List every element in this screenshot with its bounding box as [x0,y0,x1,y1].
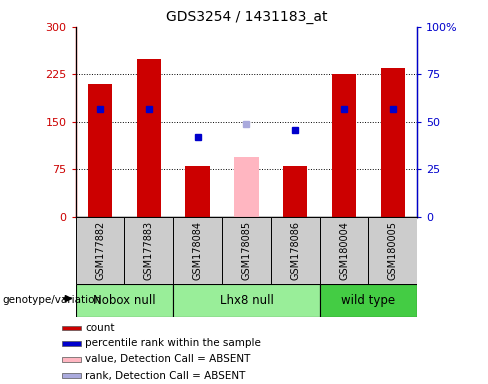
Bar [137,59,161,217]
Text: GSM180005: GSM180005 [388,221,398,280]
Bar [61,326,81,330]
Text: GSM180004: GSM180004 [339,221,349,280]
Bar [368,217,417,284]
Bar [76,284,173,317]
Bar [173,217,222,284]
Bar [124,217,173,284]
Title: GDS3254 / 1431183_at: GDS3254 / 1431183_at [166,10,327,25]
Text: GSM178086: GSM178086 [290,221,300,280]
Text: count: count [85,323,115,333]
Text: GSM178085: GSM178085 [242,221,251,280]
Text: GSM177882: GSM177882 [95,221,105,280]
Bar [381,68,405,217]
Bar [173,284,320,317]
Text: GSM178084: GSM178084 [193,221,203,280]
Text: GSM177883: GSM177883 [144,221,154,280]
Bar [88,84,112,217]
Bar [185,166,210,217]
Bar [234,157,259,217]
Text: Lhx8 null: Lhx8 null [220,294,273,307]
Bar [320,284,417,317]
Bar [61,341,81,346]
Bar [332,74,356,217]
Bar [271,217,320,284]
Bar [283,166,307,217]
Bar [61,357,81,362]
Bar [61,373,81,378]
Text: wild type: wild type [342,294,395,307]
Text: percentile rank within the sample: percentile rank within the sample [85,338,261,348]
Bar [76,217,124,284]
Bar [320,217,368,284]
Text: Nobox null: Nobox null [93,294,156,307]
Text: genotype/variation: genotype/variation [2,295,102,305]
Text: value, Detection Call = ABSENT: value, Detection Call = ABSENT [85,354,251,364]
Text: rank, Detection Call = ABSENT: rank, Detection Call = ABSENT [85,371,245,381]
Bar [222,217,271,284]
